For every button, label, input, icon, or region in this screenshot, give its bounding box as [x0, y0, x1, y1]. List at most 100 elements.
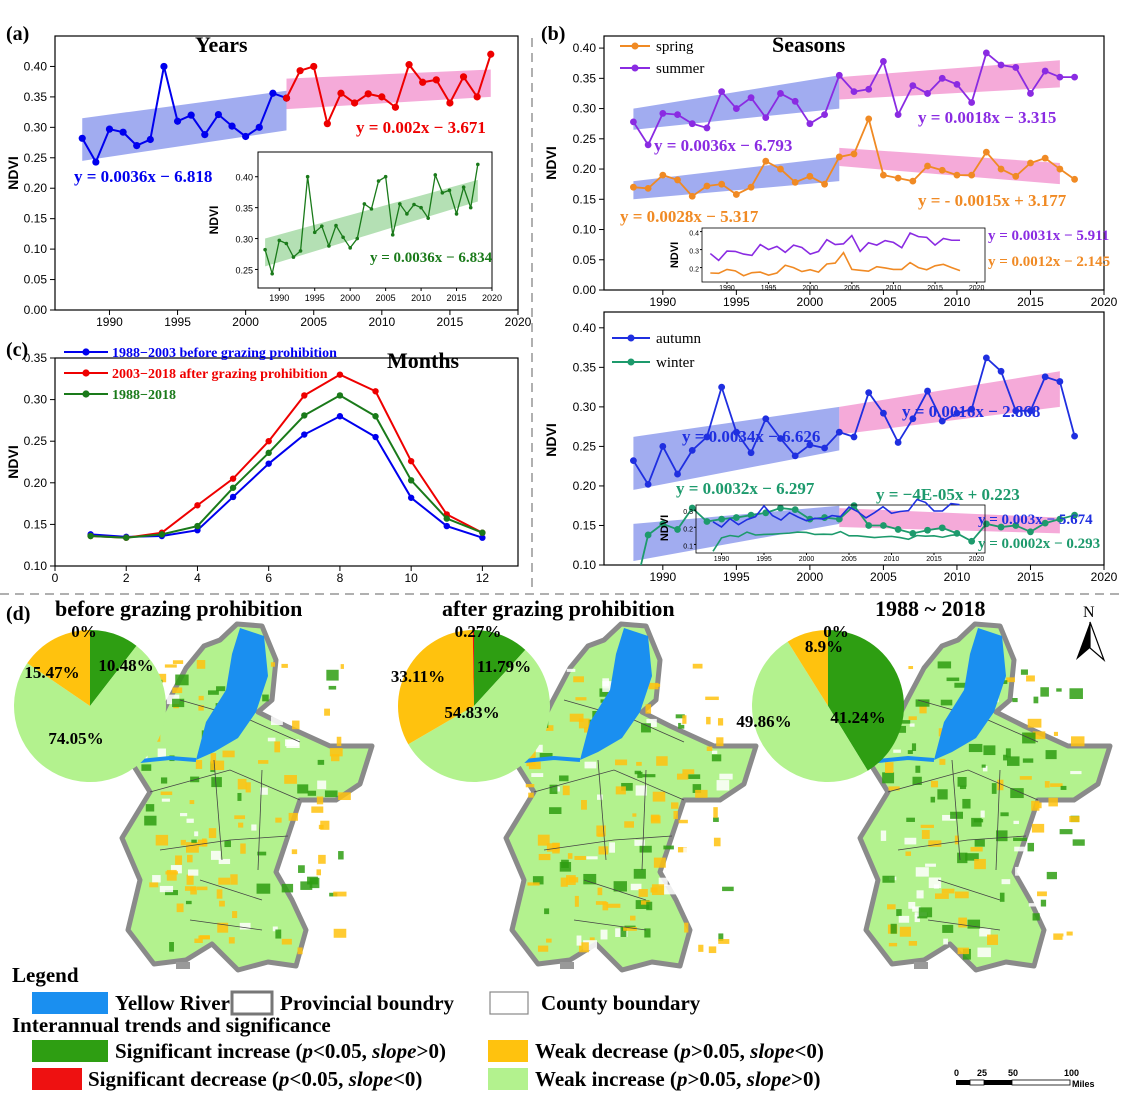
land-pixel [196, 886, 208, 891]
data-point [323, 120, 331, 128]
land-pixel [180, 839, 186, 846]
data-point [1041, 154, 1049, 162]
land-pixel [959, 785, 967, 790]
series-group [630, 354, 1078, 565]
land-pixel [316, 796, 324, 805]
land-pixel [1048, 797, 1058, 807]
land-pixel [980, 810, 985, 818]
data-point [1041, 373, 1049, 381]
land-pixel [599, 688, 610, 697]
land-pixel [188, 869, 199, 876]
legend-trend-title: Interannual trends and significance [12, 1013, 331, 1037]
land-pixel [1028, 903, 1039, 907]
land-pixel [298, 865, 305, 873]
yellow-river-channel [129, 755, 197, 764]
x-tick-label: 2020 [969, 285, 985, 292]
x-tick-label: 2010 [886, 285, 902, 292]
land-pixel [692, 663, 703, 669]
land-pixel [317, 780, 327, 790]
land-pixel [596, 825, 606, 837]
data-point [688, 504, 696, 512]
inset-equation-spring: y = 0.0012x − 2.145 [988, 254, 1110, 270]
x-tick-label: 2020 [969, 556, 985, 563]
legend-significant-increase: Significant increase (p<0.05, slope>0) [115, 1039, 446, 1063]
gray-patch [176, 962, 190, 969]
county-boundary [199, 879, 263, 901]
data-point [659, 520, 667, 528]
data-point [229, 484, 237, 491]
data-point [1056, 515, 1064, 523]
land-pixel [576, 935, 582, 946]
data-point [762, 509, 770, 517]
y-tick-label: 0.30 [24, 393, 48, 407]
data-point [718, 88, 726, 96]
data-point [1027, 528, 1034, 536]
series-line-1988-2018 [90, 394, 483, 539]
land-pixel [191, 839, 197, 843]
chart-months: 0 2 4 6 8 10 12 0.10 0.15 0.20 0.25 0.30 0.35 NDVI 198… [5, 346, 519, 585]
land-pixel [598, 846, 609, 855]
land-pixel [1003, 754, 1008, 761]
land-pixel [187, 854, 193, 863]
land-pixel [930, 780, 939, 788]
land-pixel [637, 771, 643, 778]
land-pixel [615, 759, 628, 766]
x-tick-label: 1995 [164, 315, 191, 329]
land-pixel [195, 760, 203, 769]
county-boundary [159, 835, 289, 851]
data-point [87, 532, 94, 540]
data-point [777, 504, 784, 512]
land-pixel [648, 682, 659, 690]
data-point [348, 246, 352, 250]
series-line-autumn [712, 498, 960, 528]
land-pixel [636, 761, 642, 766]
provincial-boundary-swatch [230, 990, 274, 1016]
data-point [265, 460, 272, 467]
map-1: 11.79% 54.83% 33.11% 0.27% [391, 621, 759, 973]
land-pixel [1069, 816, 1080, 823]
land-pixel [651, 884, 665, 896]
data-point [821, 180, 828, 188]
land-pixel [908, 666, 914, 670]
data-point [732, 514, 740, 521]
data-point [133, 142, 141, 150]
data-point [443, 522, 450, 530]
data-point [997, 367, 1005, 375]
pie-slice-1547 [27, 630, 90, 706]
data-point [747, 183, 755, 191]
land-pixel [566, 668, 576, 672]
x-tick-label: 2000 [232, 315, 259, 329]
land-pixel [568, 877, 579, 883]
data-point [865, 389, 873, 397]
pie-label-0: 11.79% [477, 657, 531, 676]
land-pixel [996, 830, 1008, 842]
land-pixel [184, 886, 196, 891]
data-point [419, 205, 423, 210]
land-pixel [646, 901, 653, 911]
x-tick-label: 1995 [723, 295, 750, 309]
data-point [242, 132, 250, 141]
land-pixel [185, 900, 192, 905]
land-pixel [326, 669, 339, 681]
y-tick-label: 0.2 [689, 267, 699, 274]
data-point [158, 531, 166, 538]
data-point [78, 134, 86, 142]
land-pixel [970, 846, 983, 852]
county-boundary-swatch [489, 991, 529, 1015]
pie-label-1: 54.83% [444, 703, 499, 722]
land-pixel [722, 886, 734, 892]
pie-label-3: 0% [71, 622, 97, 641]
data-point [997, 523, 1005, 531]
y-tick-label: 0.30 [573, 102, 597, 116]
land-pixel [656, 756, 668, 766]
data-point [850, 433, 858, 441]
land-pixel [274, 741, 281, 753]
land-pixel [1000, 812, 1009, 817]
data-point [1071, 511, 1078, 519]
x-tick-label: 2010 [411, 293, 431, 303]
data-point [298, 249, 303, 253]
land-pixel [595, 901, 607, 905]
y-axis-title: NDVI [543, 423, 559, 456]
land-pixel [281, 663, 288, 668]
land-pixel [527, 882, 540, 886]
